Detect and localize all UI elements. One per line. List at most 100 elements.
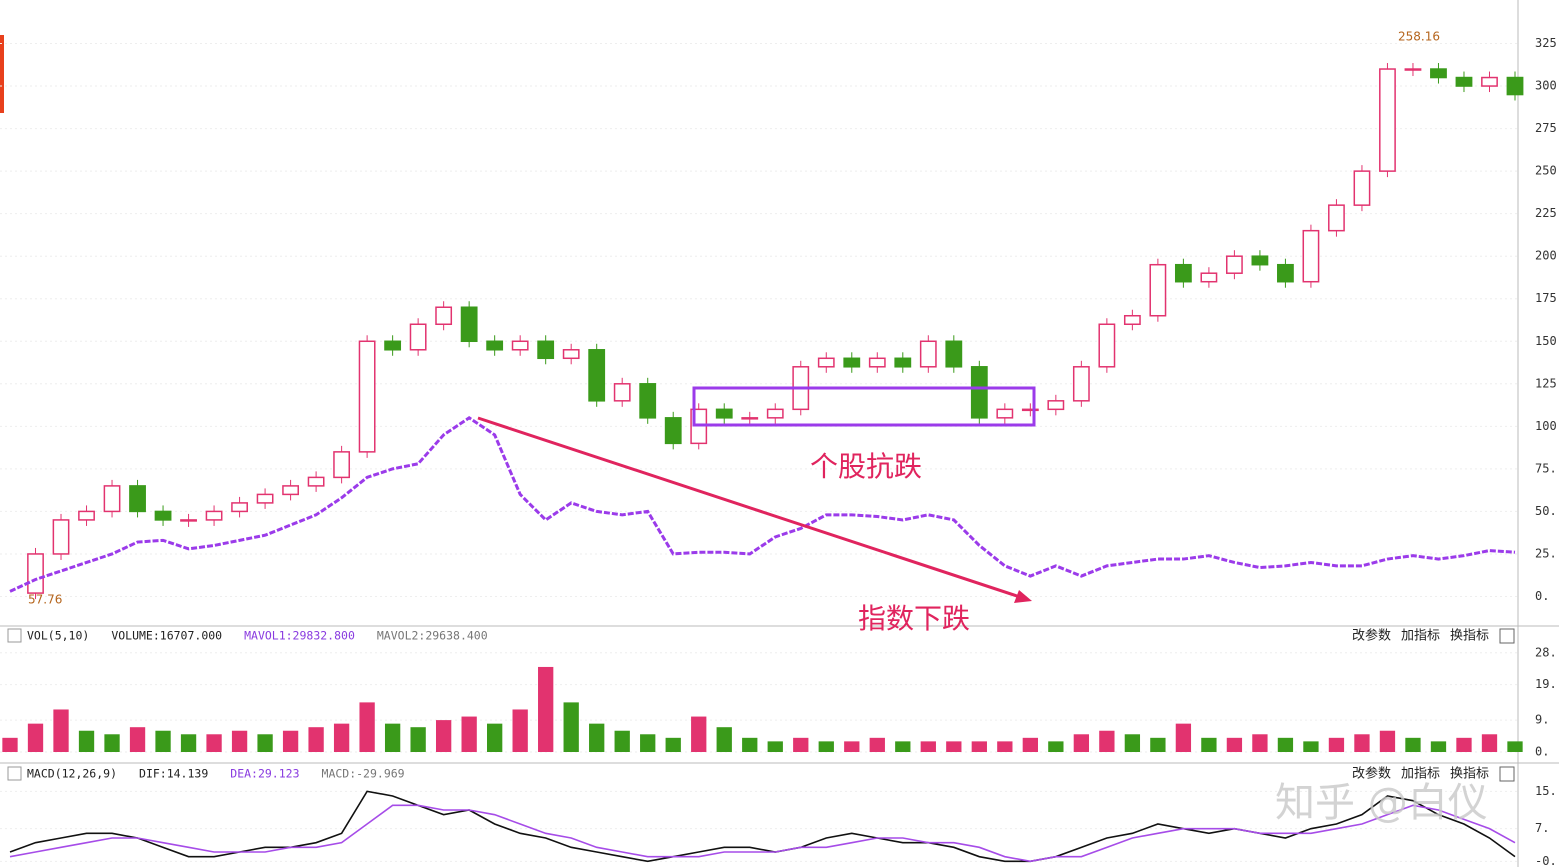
- volume-bar: [27, 723, 44, 752]
- control-button[interactable]: 加指标: [1401, 767, 1440, 782]
- volume-bar: [1303, 741, 1319, 752]
- volume-bar: [1277, 737, 1294, 752]
- volume-bar: [767, 741, 783, 752]
- candle: [409, 323, 427, 351]
- annotation: 57.76: [28, 593, 62, 607]
- control-button[interactable]: 加指标: [1401, 629, 1440, 644]
- y-tick-label: 7.: [1535, 821, 1549, 835]
- volume-bar: [538, 666, 554, 752]
- y-tick-label: 15.: [1535, 784, 1557, 798]
- candle: [1506, 76, 1524, 96]
- candle: [358, 340, 376, 453]
- volume-bar: [869, 737, 885, 752]
- volume-bar: [1328, 737, 1345, 752]
- candle: [1251, 255, 1269, 266]
- candle: [919, 340, 937, 368]
- candle: [282, 485, 299, 496]
- volume-bar: [104, 734, 120, 752]
- candle: [894, 357, 912, 368]
- legend-text: VOL(5,10): [27, 629, 89, 643]
- y-tick-label: 125.: [1535, 376, 1559, 390]
- candle: [511, 340, 529, 351]
- candle: [817, 357, 835, 368]
- candle: [1123, 314, 1141, 326]
- volume-bar: [1507, 741, 1523, 752]
- annotation: 指数下跌: [858, 602, 970, 635]
- control-button[interactable]: 改参数: [1352, 766, 1391, 782]
- volume-bar: [1379, 730, 1396, 752]
- volume-bar: [333, 723, 350, 752]
- candle: [945, 340, 963, 368]
- y-tick-label: 175.: [1535, 291, 1559, 305]
- candle: [1481, 76, 1498, 87]
- volume-bar: [716, 727, 732, 752]
- volume-bar: [231, 730, 248, 752]
- y-tick-label: 325.: [1535, 36, 1559, 50]
- volume-bar: [1124, 734, 1141, 752]
- candle: [588, 349, 606, 402]
- legend-text: MACD(12,26,9): [27, 767, 117, 781]
- candle: [1098, 323, 1116, 368]
- volume-bar: [1354, 734, 1370, 752]
- candle: [1200, 272, 1218, 283]
- close-button[interactable]: [1499, 766, 1515, 782]
- candle: [562, 349, 580, 360]
- control-button[interactable]: 换指标: [1450, 629, 1489, 644]
- candle: [256, 493, 274, 504]
- volume-bar: [410, 727, 426, 752]
- candle: [180, 519, 197, 522]
- candle: [129, 485, 146, 513]
- candle: [52, 519, 70, 555]
- y-tick-label: 9.: [1535, 713, 1549, 727]
- candle: [741, 417, 759, 420]
- y-tick-label: 250.: [1535, 164, 1559, 178]
- annotation: 258.16: [1398, 30, 1440, 44]
- volume-bar: [359, 702, 375, 752]
- volume-bar: [2, 737, 18, 752]
- volume-bar: [563, 702, 579, 752]
- candle: [384, 340, 402, 351]
- series-line: [9, 804, 1516, 863]
- volume-bar: [512, 709, 528, 752]
- volume-bar: [920, 741, 936, 752]
- legend-text: MAVOL1:29832.800: [244, 629, 355, 643]
- candle: [1404, 68, 1422, 71]
- legend-text: MAVOL2:29638.400: [377, 629, 488, 643]
- candle: [843, 357, 861, 368]
- volume-bar: [1226, 737, 1243, 752]
- close-button[interactable]: [1499, 628, 1515, 644]
- volume-bar: [640, 734, 656, 752]
- volume-bar: [614, 730, 630, 752]
- volume-bar: [665, 737, 681, 752]
- annotation: 个股抗跌: [810, 450, 922, 483]
- candle: [868, 357, 886, 368]
- y-tick-label: 28.: [1535, 645, 1557, 659]
- volume-bar: [257, 734, 273, 752]
- candle: [154, 510, 172, 521]
- side-tab: [0, 35, 4, 113]
- volume-bar: [206, 734, 222, 752]
- volume-bar: [997, 741, 1013, 752]
- candle: [460, 306, 478, 343]
- volume-bar: [487, 723, 503, 752]
- y-tick-label: 0.: [1535, 745, 1549, 759]
- candle: [664, 417, 682, 445]
- y-tick-label: 50.: [1535, 504, 1557, 518]
- control-button[interactable]: 换指标: [1450, 767, 1489, 782]
- candle: [1149, 263, 1167, 317]
- volume-bar: [1252, 734, 1268, 752]
- volume-bar: [435, 720, 452, 752]
- candle: [205, 510, 223, 521]
- volume-bar: [1022, 737, 1038, 752]
- candle: [1021, 408, 1039, 412]
- volume-bar: [895, 741, 911, 752]
- candle: [1353, 170, 1371, 206]
- legend-text: DIF:14.139: [139, 767, 208, 781]
- candle: [537, 340, 555, 360]
- control-button[interactable]: 改参数: [1352, 628, 1391, 644]
- trend-arrow: [477, 416, 1021, 599]
- candle: [27, 553, 44, 594]
- candle: [1226, 255, 1243, 274]
- candle: [1072, 366, 1090, 402]
